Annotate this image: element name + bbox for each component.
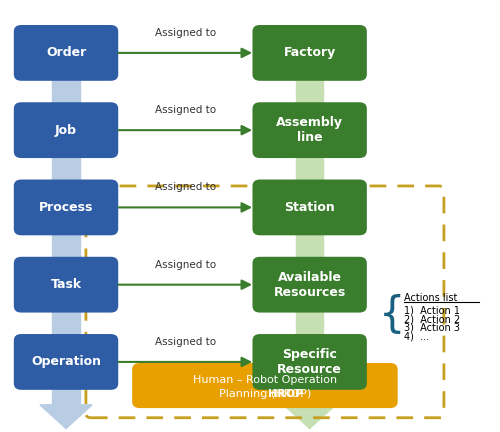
FancyBboxPatch shape (252, 334, 367, 390)
Text: HROP: HROP (268, 389, 304, 399)
FancyBboxPatch shape (252, 102, 367, 158)
FancyBboxPatch shape (14, 180, 118, 235)
Text: Human – Robot Operation: Human – Robot Operation (193, 375, 337, 385)
Text: Process: Process (39, 201, 93, 214)
Text: Operation: Operation (31, 356, 101, 368)
FancyBboxPatch shape (252, 25, 367, 81)
FancyBboxPatch shape (14, 257, 118, 313)
Text: Assigned to: Assigned to (155, 182, 216, 192)
FancyBboxPatch shape (14, 25, 118, 81)
Text: Order: Order (46, 46, 86, 59)
Text: Assigned to: Assigned to (155, 260, 216, 270)
FancyBboxPatch shape (132, 363, 398, 408)
FancyBboxPatch shape (14, 334, 118, 390)
Text: Assembly
line: Assembly line (276, 116, 343, 144)
Text: 3)  Action 3: 3) Action 3 (404, 323, 460, 333)
Text: {: { (378, 294, 405, 336)
Text: Assigned to: Assigned to (155, 337, 216, 347)
Bar (296, 29, 324, 405)
Polygon shape (284, 405, 336, 429)
Bar (52, 29, 80, 405)
Text: Actions list: Actions list (404, 292, 458, 302)
Text: Assigned to: Assigned to (155, 28, 216, 38)
Polygon shape (40, 405, 92, 429)
Text: 2)  Action 2: 2) Action 2 (404, 314, 460, 324)
Text: Available
Resources: Available Resources (274, 271, 346, 299)
FancyBboxPatch shape (14, 102, 118, 158)
Text: 1)  Action 1: 1) Action 1 (404, 305, 460, 315)
Text: Factory: Factory (284, 46, 336, 59)
Text: Task: Task (50, 278, 82, 291)
Text: Station: Station (284, 201, 335, 214)
FancyBboxPatch shape (252, 180, 367, 235)
Text: Specific
Resource: Specific Resource (277, 348, 342, 376)
FancyBboxPatch shape (252, 257, 367, 313)
Text: Assigned to: Assigned to (155, 105, 216, 115)
Text: Job: Job (55, 124, 77, 137)
Text: Planning (​HROP​): Planning (​HROP​) (219, 389, 311, 399)
Text: 4)  ...: 4) ... (404, 331, 429, 341)
